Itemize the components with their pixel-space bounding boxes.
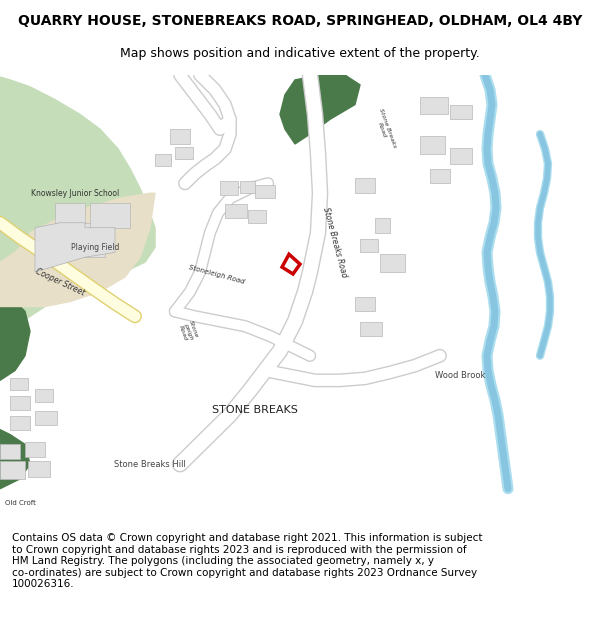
Bar (155, 154, 171, 166)
Bar (10, 396, 30, 410)
Bar (450, 104, 472, 119)
Polygon shape (0, 429, 30, 489)
Text: Stone Breaks
Road: Stone Breaks Road (373, 107, 397, 151)
Bar (375, 218, 390, 232)
Bar (25, 442, 45, 458)
Bar (35, 389, 53, 402)
Bar (360, 322, 382, 336)
Bar (355, 178, 375, 193)
Polygon shape (280, 75, 360, 144)
Text: Map shows position and indicative extent of the property.: Map shows position and indicative extent… (120, 48, 480, 61)
Text: Wood Brook: Wood Brook (435, 371, 485, 380)
Text: Stoneleigh Road: Stoneleigh Road (188, 264, 245, 286)
Polygon shape (0, 77, 155, 336)
Bar (170, 129, 190, 144)
Bar (248, 210, 266, 222)
Bar (0, 461, 25, 479)
Polygon shape (35, 222, 115, 272)
Bar (240, 181, 255, 193)
Text: Cooper Street: Cooper Street (34, 266, 86, 298)
Bar (420, 136, 445, 154)
Bar (220, 181, 238, 195)
Text: Stone
peigh
Road: Stone peigh Road (177, 320, 199, 342)
Text: Playing Field: Playing Field (71, 243, 119, 252)
Bar (10, 416, 30, 429)
Text: Stone Breaks Road: Stone Breaks Road (321, 206, 349, 279)
Bar (380, 254, 405, 272)
Bar (450, 148, 472, 164)
Text: Stone Breaks Hill: Stone Breaks Hill (114, 459, 186, 469)
Text: Contains OS data © Crown copyright and database right 2021. This information is : Contains OS data © Crown copyright and d… (12, 533, 482, 589)
Polygon shape (0, 292, 30, 381)
Text: Old Croft: Old Croft (5, 501, 35, 506)
Bar (28, 461, 50, 477)
Text: QUARRY HOUSE, STONEBREAKS ROAD, SPRINGHEAD, OLDHAM, OL4 4BY: QUARRY HOUSE, STONEBREAKS ROAD, SPRINGHE… (18, 14, 582, 28)
Bar (90, 203, 130, 228)
Text: STONE BREAKS: STONE BREAKS (212, 405, 298, 415)
Bar (420, 97, 448, 114)
Bar (355, 297, 375, 311)
Bar (55, 222, 105, 258)
Bar (35, 411, 57, 425)
Bar (10, 378, 28, 390)
Bar (175, 147, 193, 159)
Bar (0, 444, 20, 459)
Text: Knowsley Junior School: Knowsley Junior School (31, 189, 119, 198)
Polygon shape (0, 193, 155, 306)
Bar (430, 169, 450, 183)
Bar (55, 203, 85, 222)
Bar (360, 239, 378, 252)
Bar (225, 204, 247, 218)
Bar (255, 186, 275, 198)
